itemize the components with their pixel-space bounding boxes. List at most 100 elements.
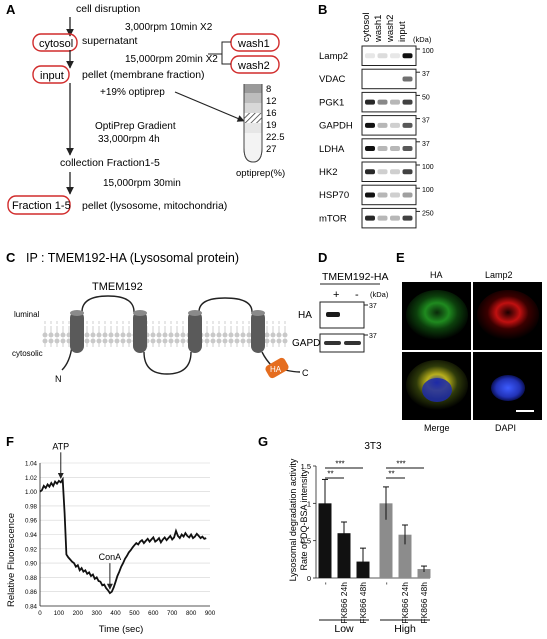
blot-band [402, 169, 413, 175]
d-title: TMEM192-HA [322, 271, 389, 283]
step-collection: collection Fraction1-5 [60, 157, 160, 169]
blot-label-lamp2: Lamp2 [319, 51, 348, 62]
fraction-box [7, 195, 71, 215]
blot-band [365, 99, 375, 105]
input-box-label: input [40, 70, 64, 82]
step-pellet-final: pellet (lysosome, mitochondria) [82, 200, 227, 212]
blot-band [390, 215, 400, 221]
panel-c: C IP : TMEM192-HA (Lysosomal protein) TM… [6, 250, 309, 384]
bar [318, 503, 332, 578]
blot-marker-pgk1: 50 [422, 94, 430, 101]
y-tick-label: 0.84 [25, 604, 38, 611]
gradient-spin: 33,000rpm 4h [98, 134, 160, 145]
x-tick-label: 0 [38, 610, 42, 617]
blot-band [365, 192, 375, 198]
blot-band [365, 146, 375, 152]
significance-label: ** [327, 470, 333, 479]
blot-band [377, 215, 388, 221]
ip-title: IP : TMEM192-HA (Lysosomal protein) [26, 251, 239, 265]
blot-band [402, 215, 413, 221]
blot-box-lamp2 [361, 45, 417, 66]
blot-band [365, 122, 375, 128]
group-label-low: Low [334, 623, 354, 635]
blot-label-vdac: VDAC [319, 74, 346, 85]
bar [379, 503, 393, 578]
blot-band [402, 53, 413, 59]
x-tick-label: 600 [148, 610, 159, 617]
blot-marker-ldha: 37 [422, 141, 430, 148]
blot-band [365, 169, 375, 175]
lane-label-cytosol: cytosol [361, 12, 372, 42]
g-title: 3T3 [364, 441, 382, 452]
y-tick-label: 0 [307, 574, 311, 583]
protein-name: TMEM192 [92, 281, 143, 293]
x-tick-label: 500 [129, 610, 140, 617]
gradient-tube [243, 84, 263, 163]
optiprep-add: +19% optiprep [100, 87, 165, 98]
blot-band [377, 192, 388, 198]
panel-e-letter: E [396, 250, 405, 265]
ha-tag [265, 357, 289, 379]
luminal-label: luminal [14, 310, 40, 319]
blot-box-vdac [361, 68, 417, 90]
kda-label-b: (kDa) [413, 35, 432, 44]
transmembrane-helices [70, 310, 265, 353]
y-tick-label: 0.88 [25, 575, 38, 582]
panel-c-letter: C [6, 250, 16, 265]
lane-label-wash2: wash2 [385, 15, 396, 43]
bar-label: FK866 24h [400, 582, 410, 624]
fraction-box-label: Fraction 1-5 [12, 200, 71, 212]
y-tick-label: 1.5 [301, 462, 311, 471]
cytosol-box [32, 33, 78, 52]
step-cell-disruption: cell disruption [76, 3, 140, 15]
x-tick-label: 100 [54, 610, 65, 617]
blot-label-gapdh: GAPDH [319, 121, 353, 132]
fluorescence-line [39, 476, 207, 595]
blot-band [402, 76, 413, 82]
c-terminus: C [302, 368, 309, 378]
panel-e: E HA Lamp2 Merge DAPI [396, 250, 542, 433]
step-pellet-membrane: pellet (membrane fraction) [82, 69, 205, 81]
blot-box-mtor [361, 207, 417, 229]
panel-g: G 3T3 Lysosomal degradation activity Rat… [258, 434, 431, 635]
blot-box-hsp70 [361, 184, 417, 206]
bar [417, 569, 431, 578]
panel-g-letter: G [258, 434, 268, 449]
blot-label-pgk1: PGK1 [319, 97, 344, 108]
significance-label: *** [396, 460, 405, 469]
tube-level-4: 22.5 [266, 132, 285, 143]
degradation-bar-chart: 0 0.5 1 1.5 - FK866 24h FK866 48h - FK866 24h FK8… [301, 460, 431, 635]
f-ylabel: Relative Fluorescence [6, 513, 17, 607]
y-tick-label: 1.00 [25, 489, 38, 496]
y-tick-label: 1 [307, 499, 311, 508]
d-row-ha-label: HA [298, 310, 312, 321]
input-box [32, 65, 70, 84]
spin-step-2: 15,000rpm 20min X2 [125, 54, 218, 65]
blot-band [402, 192, 413, 198]
blot-band [377, 53, 388, 59]
ha-tag-label: HA [270, 365, 282, 374]
tube-level-0: 8 [266, 84, 271, 95]
bar-label: - [381, 582, 391, 585]
blot-band [390, 146, 400, 152]
d-marker-gapdh: 37 [369, 333, 377, 340]
d-row-gapdh-label: GAPDH [292, 338, 328, 349]
e-label-lamp2: Lamp2 [485, 270, 513, 280]
fluorescence-chart: 0.84 0.86 0.88 0.90 0.92 0.94 0.96 0.98 1.00 1.02… [25, 441, 216, 617]
bar-label: FK866 24h [339, 582, 349, 624]
y-tick-label: 0.5 [301, 537, 311, 546]
significance-label: ** [388, 470, 394, 479]
x-tick-label: 300 [92, 610, 103, 617]
panel-a: A cell disruption 3,000rpm 10min X2 supe… [6, 2, 285, 215]
y-tick-label: 0.94 [25, 532, 38, 539]
cytosolic-label: cytosolic [12, 349, 43, 358]
x-tick-label: 700 [167, 610, 178, 617]
blot-marker-hk2: 100 [422, 164, 434, 171]
y-tick-label: 1.02 [25, 475, 38, 482]
annotation-cona: ConA [99, 552, 122, 562]
blot-marker-lamp2: 100 [422, 48, 434, 55]
panel-a-letter: A [6, 2, 16, 17]
panel-f: F 0.84 0.86 0.88 0.90 0.92 0.94 0.96 0.98 1.00 1.… [6, 434, 216, 635]
blot-band [390, 99, 400, 105]
